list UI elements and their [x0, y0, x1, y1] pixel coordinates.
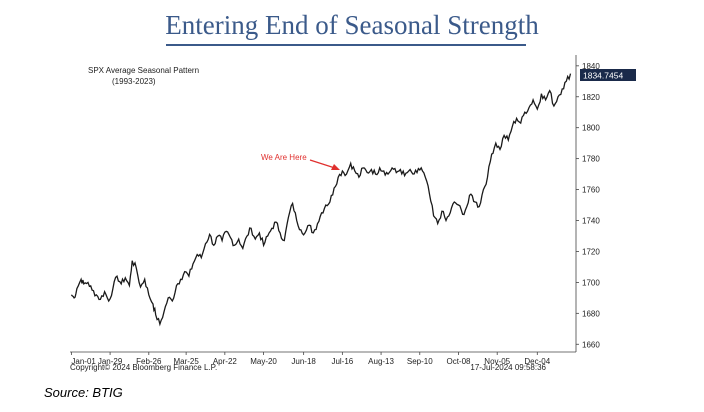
- last-value-badge-bg: [580, 69, 636, 81]
- y-tick-label: 1780: [582, 155, 600, 164]
- x-tick-label: Nov-05: [484, 357, 510, 366]
- y-tick-label: 1740: [582, 217, 600, 226]
- chart-frame: [70, 55, 577, 353]
- y-tick-label: 1680: [582, 309, 600, 318]
- copyright-text: Copyright© 2024 Bloomberg Finance L.P.: [70, 363, 217, 372]
- annotation: We Are Here: [261, 153, 340, 170]
- legend-subtitle: (1993-2023): [112, 77, 156, 86]
- x-axis: Jan-01 Jan-29 Feb-26 Mar-25 Apr-22 May-20 Jun-…: [70, 352, 551, 366]
- y-tick-label: 1800: [582, 124, 600, 133]
- y-tick-label: 1840: [582, 62, 600, 71]
- x-tick-label: Jan-01: [71, 357, 96, 366]
- x-tick-label: Sep-10: [407, 357, 433, 366]
- title-underline: [166, 44, 526, 46]
- y-axis: 1660 1680 1700 1720 1740 1760 1780 1800 1820 1840: [576, 62, 600, 349]
- x-tick-label: Oct-08: [446, 357, 471, 366]
- timestamp-text: 17-Jul-2024 09:58:36: [470, 363, 546, 372]
- y-tick-label: 1720: [582, 247, 600, 256]
- x-tick-label: Jan-29: [98, 357, 123, 366]
- series-line: [70, 73, 572, 327]
- y-tick-label: 1700: [582, 278, 600, 287]
- x-tick-label: May-20: [250, 357, 277, 366]
- x-tick-label: Mar-25: [173, 357, 199, 366]
- legend-title: SPX Average Seasonal Pattern: [88, 66, 199, 75]
- chart-title: Entering End of Seasonal Strength: [165, 10, 539, 40]
- x-tick-label: Apr-22: [213, 357, 238, 366]
- annotation-arrow-head: [331, 164, 340, 170]
- annotation-label: We Are Here: [261, 153, 307, 162]
- x-tick-label: Aug-13: [368, 357, 394, 366]
- source-note: Source: BTIG: [44, 385, 123, 400]
- y-tick-label: 1660: [582, 340, 600, 349]
- y-tick-label: 1760: [582, 186, 600, 195]
- y-tick-label: 1820: [582, 93, 600, 102]
- chart-svg: 1660 1680 1700 1720 1740 1760 1780 1800 1820 1840…: [70, 55, 636, 372]
- x-tick-label: Jun-18: [291, 357, 316, 366]
- last-value-badge: 1834.7454: [580, 69, 636, 81]
- x-tick-label: Jul-16: [331, 357, 353, 366]
- x-tick-label: Dec-04: [524, 357, 550, 366]
- last-value-label: 1834.7454: [583, 71, 623, 81]
- x-tick-label: Feb-26: [136, 357, 162, 366]
